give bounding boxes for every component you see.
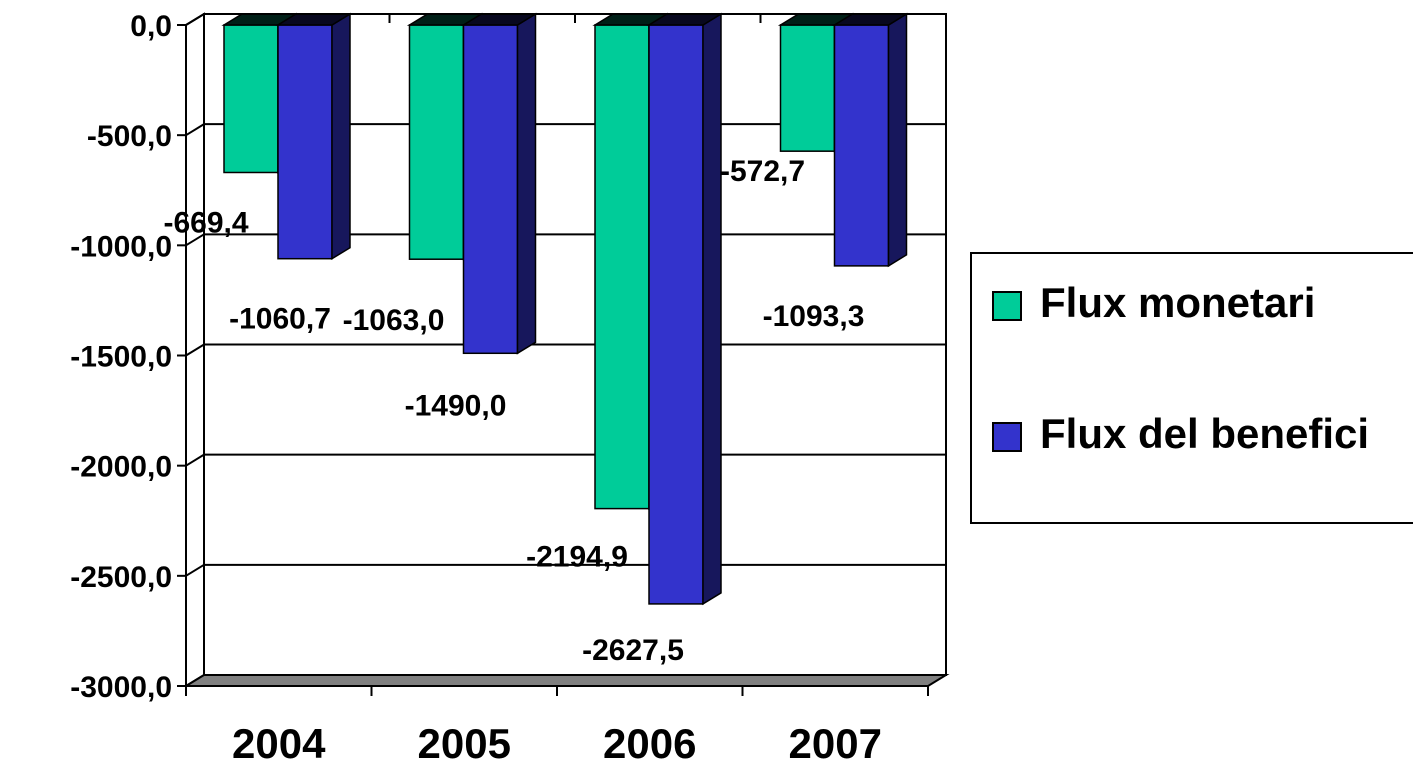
bar bbox=[831, 12, 910, 268]
bar-front bbox=[833, 24, 890, 267]
data-label: -1093,3 bbox=[763, 300, 865, 333]
x-tick-label: 2004 bbox=[232, 720, 326, 763]
x-tick-labels: 2004 2005 2006 2007 bbox=[232, 720, 882, 763]
legend-label-series-1: Flux monetari bbox=[1040, 279, 1316, 326]
legend-swatch-series-2 bbox=[992, 422, 1022, 452]
bar-front bbox=[408, 24, 465, 260]
data-labels: -669,4 -1063,0 -2194,9 -572,7 -1060,7 -1490,0… bbox=[163, 155, 864, 667]
x-tick-label: 2005 bbox=[418, 720, 511, 763]
y-tick-label: -2500,0 bbox=[70, 561, 172, 594]
data-label: -1063,0 bbox=[343, 304, 445, 337]
x-tick-label: 2007 bbox=[789, 720, 882, 763]
bar-front bbox=[277, 24, 333, 260]
data-label: -1060,7 bbox=[229, 303, 331, 336]
bar-side bbox=[331, 12, 351, 261]
x-tick-label: 2006 bbox=[603, 720, 696, 763]
bar-side bbox=[887, 12, 908, 268]
data-label: -2627,5 bbox=[582, 634, 684, 667]
legend-item-series-1: Flux monetari bbox=[992, 278, 1370, 328]
data-label: -2194,9 bbox=[526, 541, 628, 574]
bar bbox=[460, 12, 539, 355]
bar bbox=[275, 12, 353, 261]
y-tick-label: -500,0 bbox=[87, 120, 172, 153]
legend-item-series-2: Flux del benefici bbox=[992, 409, 1370, 459]
data-label: -572,7 bbox=[720, 155, 805, 188]
y-tick-labels: 0,0 -500,0 -1000,0 -1500,0 -2000,0 -2500,0 -30… bbox=[70, 10, 172, 704]
y-tick-label: -1000,0 bbox=[70, 230, 172, 263]
y-tick-label: -2000,0 bbox=[70, 451, 172, 484]
axes bbox=[177, 13, 947, 696]
y-tick-label: -3000,0 bbox=[70, 671, 172, 704]
bar-front bbox=[594, 24, 650, 510]
floor bbox=[182, 674, 950, 687]
data-label: -669,4 bbox=[163, 206, 248, 239]
data-label: -1490,0 bbox=[405, 389, 507, 422]
y-tick-label: 0,0 bbox=[130, 10, 172, 43]
bar-front bbox=[779, 24, 836, 152]
bars bbox=[221, 12, 910, 606]
bar-side bbox=[516, 12, 537, 355]
bar bbox=[646, 12, 724, 606]
bar-front bbox=[223, 24, 279, 174]
y-tick-label: -1500,0 bbox=[70, 341, 172, 374]
bar-front bbox=[462, 24, 519, 355]
bar-side bbox=[702, 12, 722, 606]
legend-label-series-2: Flux del benefici bbox=[1040, 410, 1370, 457]
bar-front bbox=[648, 24, 704, 605]
legend: Flux monetari Flux del benefici bbox=[970, 252, 1413, 524]
legend-swatch-series-1 bbox=[992, 291, 1022, 321]
